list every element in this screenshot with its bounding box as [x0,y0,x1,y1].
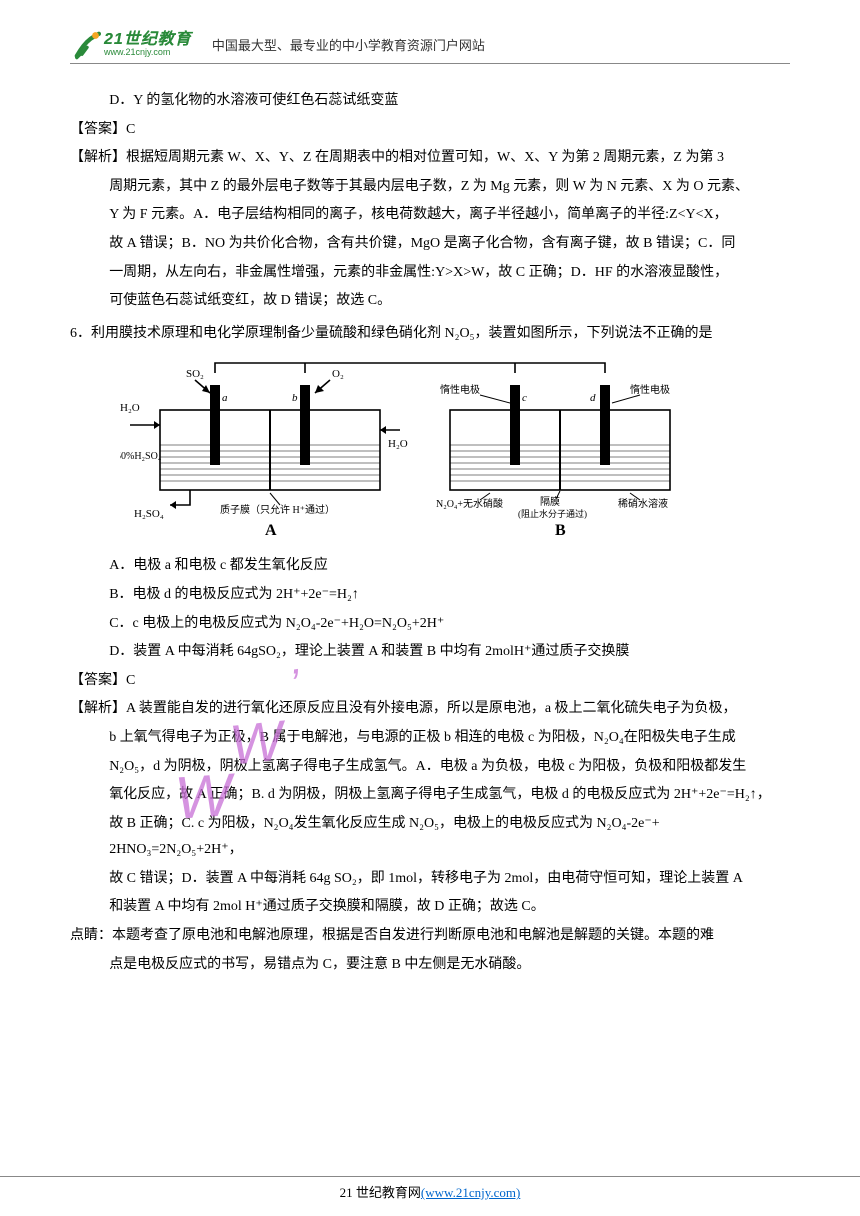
q6-expl-l1: 【解析】A 装置能自发的进行氧化还原反应且没有外接电源，所以是原电池，a 极上二… [70,696,790,723]
svg-text:d: d [590,392,596,404]
q5-expl-line4: 故 A 错误；B．NO 为共价化合物，含有共价键，MgO 是离子化合物，含有离子… [70,231,790,258]
logo-text-url: www.21cnjy.com [104,48,192,57]
q6-expl-l7: 和装置 A 中均有 2mol H⁺通过质子交换膜和隔膜，故 D 正确；故选 C。 [70,894,790,921]
q6-option-d: D．装置 A 中每消耗 64gSO₂，理论上装置 A 和装置 B 中均有 2mo… [70,639,790,666]
page-footer: 21 世纪教育网(www.21cnjy.com) [0,1176,860,1206]
header-slogan: 中国最大型、最专业的中小学教育资源门户网站 [212,34,485,61]
label-h2o-r: H₂O [388,438,408,450]
site-logo: 21世纪教育 www.21cnjy.com [70,27,192,61]
svg-text:(阻止水分子通过): (阻止水分子通过) [518,508,587,519]
q6-stem: 6．利用膜技术原理和电化学原理制备少量硫酸和绿色硝化剂 N₂O₅，装置如图所示，… [70,321,790,348]
q5-expl-line1: 【解析】根据短周期元素 W、X、Y、Z 在周期表中的相对位置可知，W、X、Y 为… [70,145,790,172]
q5-answer: 【答案】C [70,117,790,144]
q6-expl-l3: N₂O₅，d 为阴极，阴极上氢离子得电子生成氢气。A．电极 a 为负极，电极 c… [70,754,790,781]
q6-answer: 【答案】C [70,668,790,695]
svg-text:B: B [555,522,566,539]
label-h2so4-out: H₂SO₄ [134,508,164,520]
svg-text:质子膜（只允许 H⁺通过）: 质子膜（只允许 H⁺通过） [220,503,335,516]
logo-text-cn: 21世纪教育 [104,32,192,48]
q6-option-c: C．c 电极上的电极反应式为 N₂O₄-2e⁻+H₂O=N₂O₅+2H⁺ [70,611,790,638]
q6-expl-l6: 故 C 错误；D．装置 A 中每消耗 64g SO₂，即 1mol，转移电子为 … [70,866,790,893]
q5-option-d: D．Y 的氢化物的水溶液可使红色石蕊试纸变蓝 [70,88,790,115]
page-header: 21世纪教育 www.21cnjy.com 中国最大型、最专业的中小学教育资源门… [70,18,790,64]
q5-expl-line3: Y 为 F 元素。A．电子层结构相同的离子，核电荷数越大，离子半径越小，简单离子… [70,202,790,229]
footer-text: 21 世纪教育网 [340,1185,421,1200]
runner-icon [70,27,104,61]
svg-text:b: b [292,392,298,404]
q5-expl-line2: 周期元素，其中 Z 的最外层电子数等于其最内层电子数，Z 为 Mg 元素，则 W… [70,174,790,201]
svg-text:N₂O₄+无水硝酸: N₂O₄+无水硝酸 [436,497,503,510]
q6-tip-l2: 点是电极反应式的书写，易错点为 C，要注意 B 中左侧是无水硝酸。 [70,952,790,979]
q6-expl-l2: b 上氧气得电子为正极，B 属于电解池，与电源的正极 b 相连的电极 c 为阳极… [70,725,790,752]
q6-tip-l1: 点睛：本题考查了原电池和电解池原理，根据是否自发进行判断原电池和电解池是解题的关… [70,923,790,950]
svg-text:A: A [265,522,277,539]
svg-text:稀硝水溶液: 稀硝水溶液 [618,497,668,510]
svg-text:惰性电极: 惰性电极 [440,383,480,396]
q6-expl-l5: 故 B 正确；C. c 为阳极，N₂O₄发生氧化反应生成 N₂O₅，电极上的电极… [70,811,790,864]
label-so2: SO₂ [186,368,204,380]
q6-option-a: A．电极 a 和电极 c 都发生氧化反应 [70,553,790,580]
svg-text:a: a [222,392,228,404]
svg-text:惰性电极: 惰性电极 [630,383,670,396]
label-50pct: 50%H₂SO₄ [120,451,162,462]
label-h2o-l: H₂O [120,402,140,414]
q6-expl-l4: 氧化反应，故 A 正确；B. d 为阴极，阴极上氢离子得电子生成氢气，电极 d … [70,782,790,809]
q5-expl-line6: 可使蓝色石蕊试纸变红，故 D 错误；故选 C。 [70,288,790,315]
q6-option-b: B．电极 d 的电极反应式为 2H⁺+2e⁻=H₂↑ [70,582,790,609]
footer-link[interactable]: (www.21cnjy.com) [421,1185,520,1200]
apparatus-diagram: SO₂ H₂O 50%H₂SO₄ H₂SO₄ O₂ H₂O a b 质子膜（只允… [120,355,700,545]
label-o2: O₂ [332,368,344,380]
q5-expl-line5: 一周期，从左向右，非金属性增强，元素的非金属性:Y>X>W，故 C 正确；D．H… [70,260,790,287]
svg-text:c: c [522,392,527,404]
